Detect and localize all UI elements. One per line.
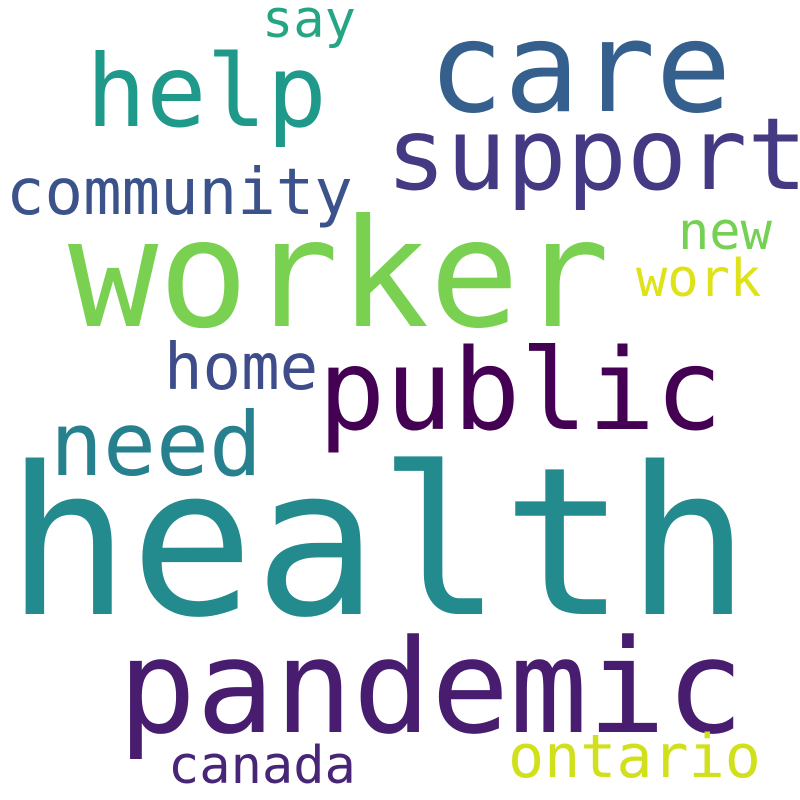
word-ontario: ontario — [508, 722, 761, 792]
word-canada: canada — [168, 736, 356, 796]
word-new: new — [678, 202, 772, 262]
word-community: community — [6, 156, 353, 230]
word-public: public — [318, 326, 723, 456]
word-health: health — [6, 423, 751, 663]
word-worker: worker — [68, 188, 610, 362]
word-pandemic: pandemic — [118, 611, 745, 763]
word-need: need — [50, 393, 262, 496]
word-work: work — [636, 249, 762, 309]
word-home: home — [164, 331, 319, 405]
word-support: support — [386, 96, 800, 213]
word-help: help — [86, 33, 327, 150]
word-say: say — [262, 0, 356, 50]
word-care: care — [428, 0, 732, 141]
